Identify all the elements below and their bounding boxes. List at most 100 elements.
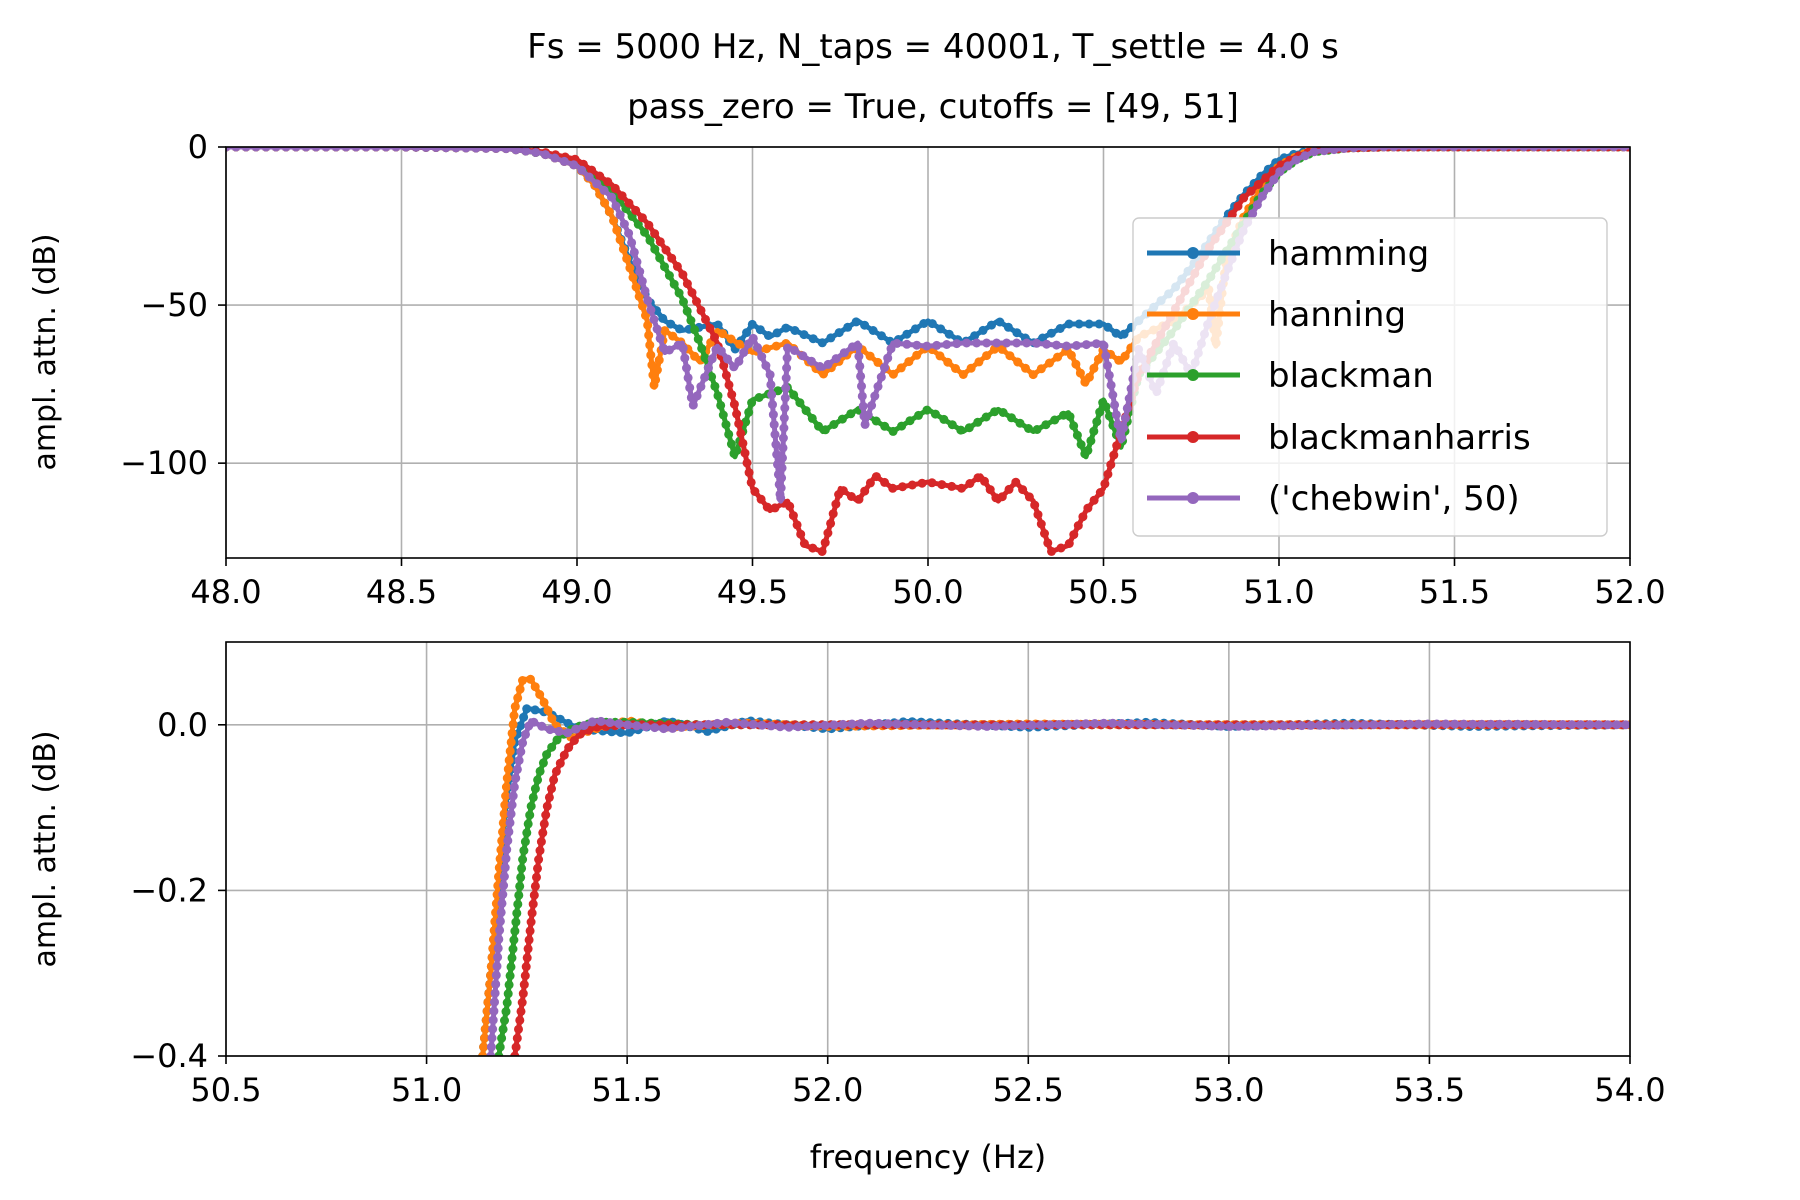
top-marker-chebwin-50 xyxy=(1449,147,1459,152)
bottom-marker-chebwin-50 xyxy=(503,836,513,846)
top-marker-blackmanharris xyxy=(692,297,701,306)
bottom-marker-chebwin-50 xyxy=(973,721,983,731)
top-marker-hanning xyxy=(1053,352,1063,362)
bottom-marker-chebwin-50 xyxy=(1288,721,1298,731)
top-marker-blackmanharris xyxy=(661,245,671,255)
top-marker-blackmanharris xyxy=(729,399,739,409)
bottom-marker-chebwin-50 xyxy=(563,728,573,738)
top-marker-chebwin-50 xyxy=(321,147,331,152)
top-marker-chebwin-50 xyxy=(569,160,579,170)
top-marker-chebwin-50 xyxy=(723,354,732,364)
bottom-marker-blackmanharris xyxy=(532,872,541,882)
bottom-marker-chebwin-50 xyxy=(1576,720,1586,730)
bottom-marker-hamming xyxy=(519,712,529,722)
top-marker-chebwin-50 xyxy=(883,353,893,363)
top-marker-hanning xyxy=(654,355,664,365)
top-marker-chebwin-50 xyxy=(431,147,441,152)
top-marker-chebwin-50 xyxy=(912,340,922,350)
bottom-marker-blackmanharris xyxy=(515,1015,525,1025)
top-marker-hanning xyxy=(896,363,906,373)
top-marker-chebwin-50 xyxy=(700,372,710,382)
bottom-marker-chebwin-50 xyxy=(793,722,803,732)
top-marker-hamming xyxy=(944,329,954,339)
top-marker-chebwin-50 xyxy=(401,147,411,152)
top-marker-blackman xyxy=(905,416,915,426)
bottom-marker-blackman xyxy=(517,863,527,873)
top-marker-hanning xyxy=(618,244,628,254)
top-marker-hamming xyxy=(987,320,996,330)
bottom-marker-chebwin-50 xyxy=(838,719,848,729)
bottom-marker-blackmanharris xyxy=(539,819,549,829)
bottom-marker-hanning xyxy=(498,818,508,828)
top-marker-blackman xyxy=(1089,426,1099,436)
top-marker-chebwin-50 xyxy=(521,147,531,156)
bottom-marker-chebwin-50 xyxy=(1216,721,1226,731)
top-marker-chebwin-50 xyxy=(1589,147,1599,152)
bottom-marker-chebwin-50 xyxy=(1036,720,1046,730)
top-marker-chebwin-50 xyxy=(867,401,877,410)
top-marker-hanning xyxy=(958,370,968,379)
legend: hamming hanning blackman blackmanharris xyxy=(1132,217,1608,537)
top-marker-blackmanharris xyxy=(1109,450,1119,460)
top-marker-hanning xyxy=(1093,354,1103,364)
bottom-marker-blackman xyxy=(507,953,517,963)
top-marker-hanning xyxy=(762,344,772,354)
bottom-marker-chebwin-50 xyxy=(641,722,651,732)
bottom-marker-blackmanharris xyxy=(564,743,574,752)
bottom-marker-hamming xyxy=(516,721,525,731)
bottom-marker-chebwin-50 xyxy=(1009,721,1019,731)
top-marker-chebwin-50 xyxy=(678,343,688,353)
bottom-marker-chebwin-50 xyxy=(587,717,597,727)
bottom-marker-hamming xyxy=(625,727,635,737)
top-marker-blackman xyxy=(1015,418,1025,428)
bottom-marker-blackman xyxy=(498,1024,508,1034)
top-marker-blackman xyxy=(1072,430,1082,440)
top-marker-hamming xyxy=(860,320,870,330)
top-marker-chebwin-50 xyxy=(1111,410,1121,420)
top-panel: 48.0 48.5 49.0 49.5 50.0 50.5 51.0 51.5 52.0 0 −50… xyxy=(28,128,1666,611)
bottom-marker-hanning xyxy=(505,746,515,756)
bottom-marker-blackmanharris xyxy=(519,980,529,990)
bottom-marker-chebwin-50 xyxy=(712,718,722,728)
bottom-marker-chebwin-50 xyxy=(1000,721,1010,731)
top-marker-chebwin-50 xyxy=(371,147,381,152)
top-marker-chebwin-50 xyxy=(776,483,786,493)
bottom-marker-blackmanharris xyxy=(535,846,545,856)
top-marker-hanning xyxy=(615,235,625,245)
top-marker-chebwin-50 xyxy=(1104,370,1114,380)
top-marker-hamming xyxy=(1103,322,1113,332)
top-marker-chebwin-50 xyxy=(779,423,789,433)
top-marker-blackmanharris xyxy=(650,229,660,239)
top-marker-hamming xyxy=(868,326,878,335)
bottom-marker-blackmanharris xyxy=(534,855,544,864)
top-marker-blackman xyxy=(939,414,949,424)
top-xtick-label: 48.0 xyxy=(190,573,261,611)
top-marker-blackman xyxy=(710,381,720,391)
bottom-marker-hanning xyxy=(506,737,516,747)
top-marker-chebwin-50 xyxy=(261,147,271,152)
top-marker-chebwin-50 xyxy=(1329,147,1339,155)
top-marker-blackmanharris xyxy=(696,305,706,315)
bottom-marker-chebwin-50 xyxy=(492,961,502,971)
bottom-marker-blackman xyxy=(514,890,524,900)
bottom-marker-chebwin-50 xyxy=(1063,719,1073,729)
top-marker-hamming xyxy=(747,319,757,329)
bottom-marker-chebwin-50 xyxy=(964,721,974,731)
top-xtick-label: 50.0 xyxy=(892,573,963,611)
top-ticks: 48.0 48.5 49.0 49.5 50.0 50.5 51.0 51.5 52.0 0 −50… xyxy=(120,128,1666,611)
top-marker-chebwin-50 xyxy=(857,381,866,391)
bottom-marker-blackmanharris xyxy=(536,837,546,847)
top-marker-blackmanharris xyxy=(796,529,806,539)
top-marker-hanning xyxy=(1120,351,1130,361)
top-marker-blackman xyxy=(1083,445,1093,455)
top-marker-blackmanharris xyxy=(742,458,752,468)
top-marker-chebwin-50 xyxy=(1072,341,1081,350)
bottom-marker-chebwin-50 xyxy=(820,720,830,730)
bottom-marker-chebwin-50 xyxy=(1144,719,1154,729)
top-marker-blackmanharris xyxy=(724,380,734,390)
top-marker-blackman xyxy=(716,400,726,410)
top-marker-blackmanharris xyxy=(965,479,975,488)
top-marker-chebwin-50 xyxy=(540,150,550,160)
top-marker-chebwin-50 xyxy=(815,362,825,371)
legend-item-hamming: hamming xyxy=(1147,234,1429,274)
